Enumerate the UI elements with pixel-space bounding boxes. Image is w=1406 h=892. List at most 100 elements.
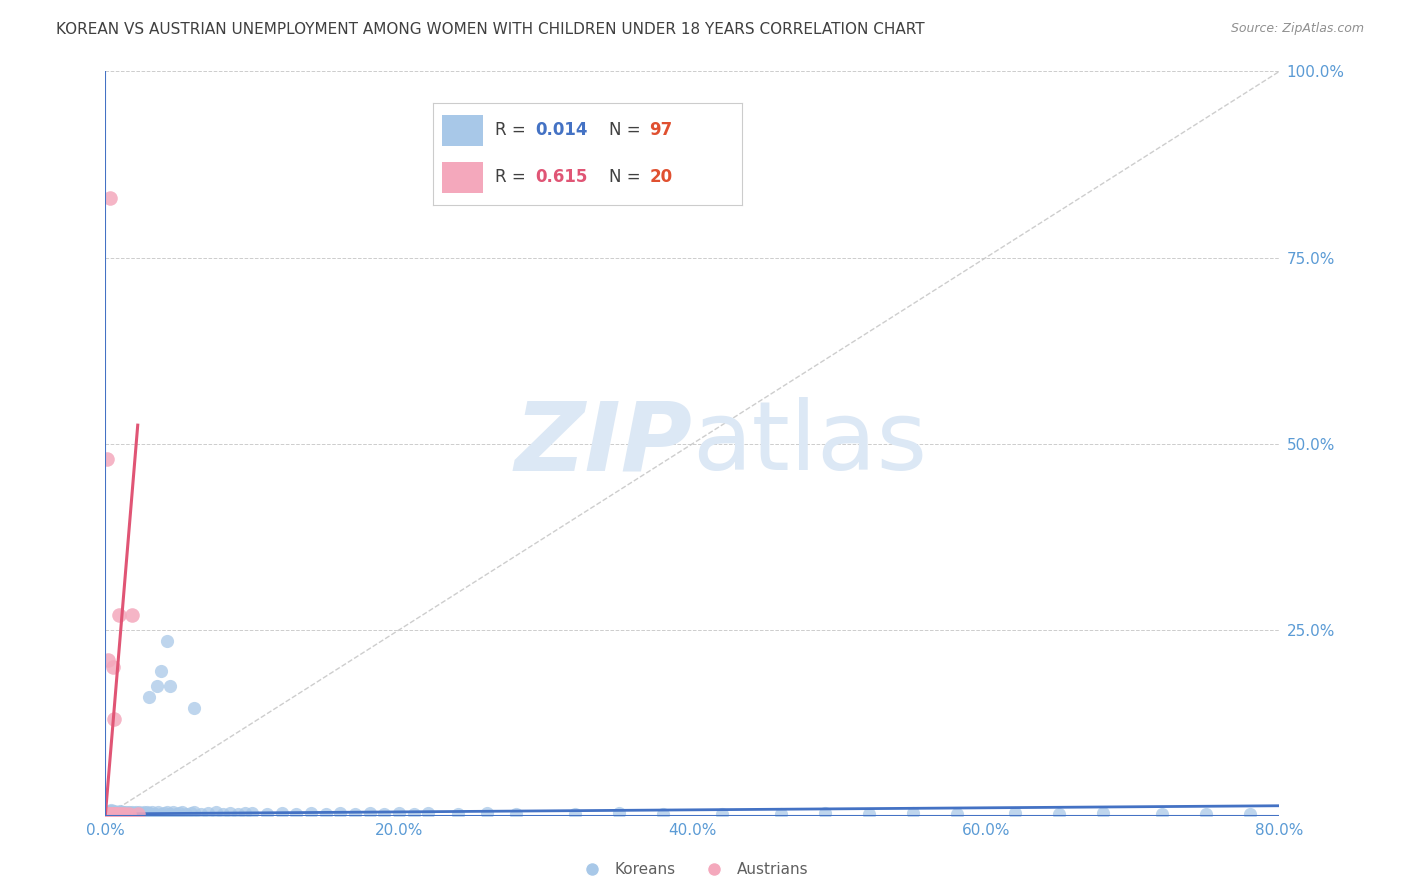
Point <box>100 806 122 821</box>
Point <box>117 806 139 821</box>
Point <box>165 806 187 821</box>
Point <box>1004 806 1026 821</box>
Point <box>97 805 120 819</box>
Point <box>156 805 179 819</box>
Point <box>170 805 193 820</box>
Point <box>124 806 146 821</box>
Point <box>101 805 124 819</box>
Point <box>858 806 880 821</box>
Point <box>150 806 173 821</box>
Point <box>901 806 924 821</box>
Point <box>446 806 468 821</box>
Text: Source: ZipAtlas.com: Source: ZipAtlas.com <box>1230 22 1364 36</box>
Point <box>190 806 212 821</box>
Point <box>162 805 184 820</box>
Point <box>256 806 278 821</box>
Point <box>270 806 292 821</box>
Point <box>96 451 118 466</box>
Point <box>475 806 498 821</box>
Point <box>167 806 190 821</box>
Point <box>97 806 120 821</box>
Point <box>105 806 128 821</box>
Text: 97: 97 <box>650 121 673 139</box>
Point <box>112 805 135 819</box>
Point <box>343 806 366 821</box>
Point <box>174 806 197 821</box>
Point <box>127 806 149 821</box>
Point <box>115 805 138 820</box>
Point <box>118 806 141 821</box>
Point <box>1047 806 1070 821</box>
Bar <box>443 162 482 193</box>
Point <box>652 806 675 821</box>
Text: ZIP: ZIP <box>515 397 692 491</box>
Text: 20: 20 <box>650 169 672 186</box>
Point <box>110 806 132 821</box>
Point <box>159 679 181 693</box>
Point <box>1239 806 1261 821</box>
Point <box>108 804 131 818</box>
Point <box>183 805 205 820</box>
Point <box>98 191 121 205</box>
Point <box>101 806 124 821</box>
Point <box>103 712 125 726</box>
Point <box>1150 806 1173 821</box>
Point <box>233 806 256 821</box>
Point <box>104 806 127 821</box>
Text: KOREAN VS AUSTRIAN UNEMPLOYMENT AMONG WOMEN WITH CHILDREN UNDER 18 YEARS CORRELA: KOREAN VS AUSTRIAN UNEMPLOYMENT AMONG WO… <box>56 22 925 37</box>
Point <box>98 807 121 822</box>
Point <box>505 806 527 821</box>
Point <box>108 806 131 821</box>
Point <box>96 805 118 820</box>
Point <box>388 806 411 821</box>
Point <box>138 690 160 704</box>
Point <box>183 701 205 715</box>
Point <box>114 806 136 821</box>
Point <box>101 806 124 821</box>
Text: 0.615: 0.615 <box>536 169 588 186</box>
Point <box>564 806 586 821</box>
Point <box>148 805 170 820</box>
Point <box>134 806 156 821</box>
Point <box>100 806 122 821</box>
Point <box>96 806 118 821</box>
Point <box>120 806 142 821</box>
Point <box>108 806 131 821</box>
Point <box>607 806 630 821</box>
Point <box>104 806 127 821</box>
Point <box>945 806 967 821</box>
Text: N =: N = <box>609 121 647 139</box>
Point <box>359 806 381 821</box>
Point <box>315 806 337 821</box>
Point <box>107 608 129 623</box>
Point <box>107 807 129 822</box>
Point <box>105 805 128 819</box>
Point <box>122 806 145 821</box>
Text: R =: R = <box>495 169 531 186</box>
Point <box>329 806 352 821</box>
Text: N =: N = <box>609 169 647 186</box>
Point <box>138 806 160 821</box>
Point <box>1092 806 1115 821</box>
Point <box>101 660 124 674</box>
Point <box>373 806 395 821</box>
Point <box>143 806 166 821</box>
Point <box>1195 806 1218 821</box>
Point <box>418 806 440 821</box>
Point <box>114 806 136 821</box>
Point <box>156 634 179 648</box>
Point <box>769 806 792 821</box>
Point <box>121 805 143 820</box>
Point <box>219 806 242 821</box>
Point <box>211 806 233 821</box>
Point <box>299 806 322 821</box>
Point <box>103 804 125 818</box>
Point <box>132 805 155 819</box>
Point <box>127 806 149 821</box>
Point <box>402 806 425 821</box>
Point <box>105 806 128 821</box>
Point <box>204 805 226 820</box>
Text: 0.014: 0.014 <box>536 121 588 139</box>
Text: R =: R = <box>495 121 531 139</box>
Point <box>121 608 143 623</box>
